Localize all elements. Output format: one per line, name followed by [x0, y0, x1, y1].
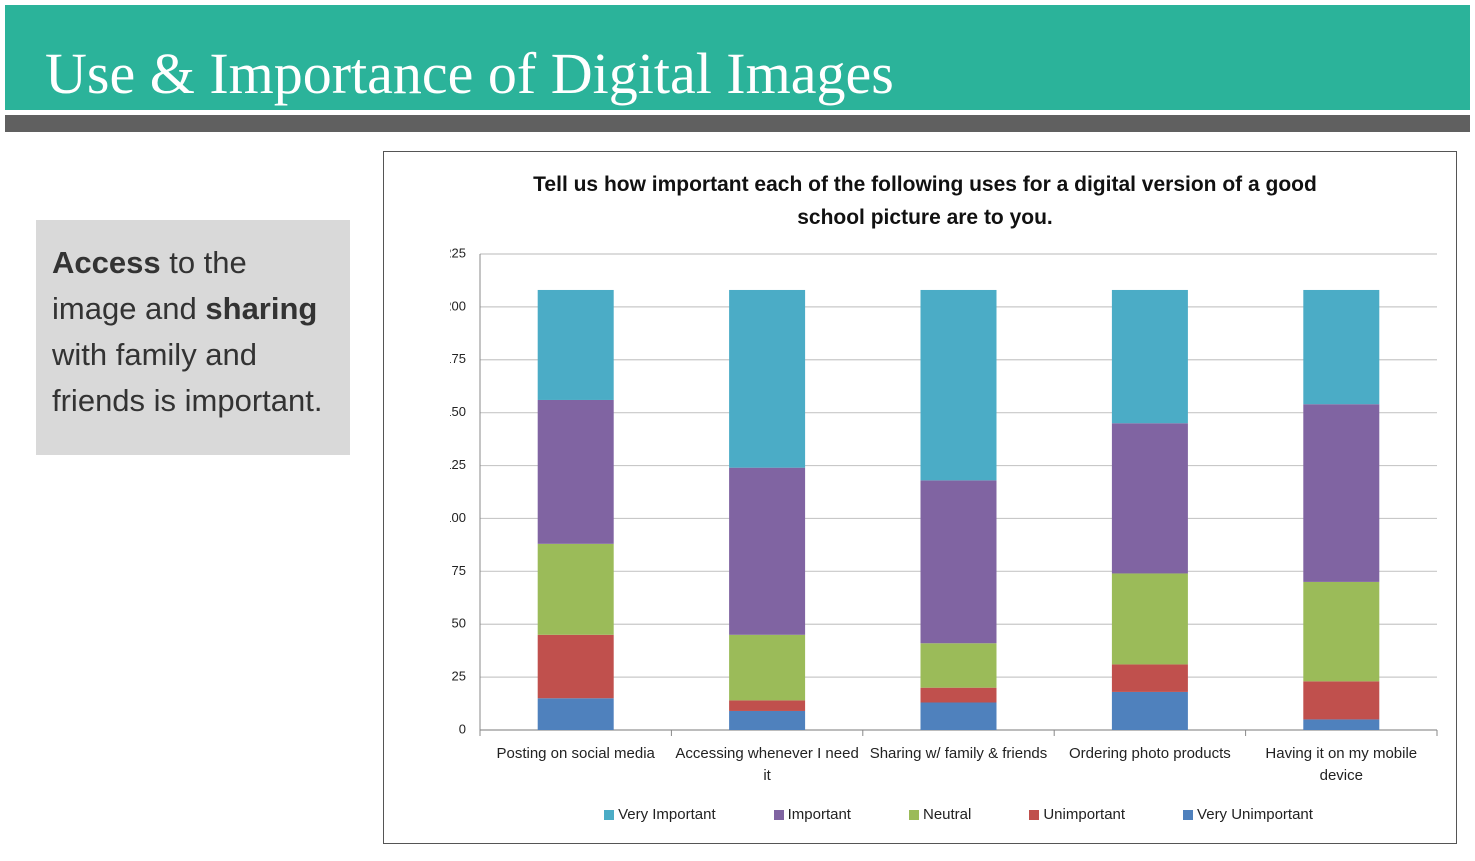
- y-tick-label: 150: [444, 404, 466, 419]
- bar-segment: [1111, 289, 1188, 424]
- bar-segment: [1111, 573, 1188, 665]
- callout-text: to the image and: [52, 245, 247, 326]
- x-tick-label: Sharing w/ family & friends: [869, 745, 1048, 762]
- legend-swatch: [1183, 809, 1194, 820]
- legend-swatch: [773, 809, 784, 820]
- legend-swatch: [1029, 809, 1040, 820]
- x-tick-label: Ordering photo products: [1069, 745, 1231, 762]
- bar-segment: [1303, 289, 1380, 405]
- callout-text: Access: [52, 245, 161, 280]
- bar-segment: [537, 543, 614, 635]
- y-tick-label: 125: [444, 457, 466, 472]
- legend-label: Very Important: [618, 806, 716, 823]
- legend-swatch: [908, 809, 919, 820]
- x-tick-label: Having it on my mobile device: [1265, 745, 1418, 784]
- y-tick-label: 175: [444, 351, 466, 366]
- divider: [5, 115, 1470, 132]
- bar-segment: [537, 698, 614, 730]
- bar-segment: [920, 480, 997, 644]
- y-tick-label: 0: [459, 721, 466, 736]
- bar-segment: [1111, 664, 1188, 692]
- bar-segment: [1303, 581, 1380, 682]
- header-bar: Use & Importance of Digital Images: [5, 5, 1470, 110]
- bar-segment: [729, 700, 806, 711]
- bar-segment: [537, 634, 614, 699]
- callout-text: sharing: [205, 291, 318, 326]
- y-tick-label: 75: [452, 563, 466, 578]
- legend-swatch: [604, 809, 615, 820]
- callout: Access to the image and sharing with fam…: [36, 220, 350, 455]
- chart-title: Tell us how important each of the follow…: [533, 173, 1317, 229]
- bar-segment: [920, 687, 997, 703]
- legend-item: Very Important: [604, 806, 716, 823]
- legend-label: Important: [787, 806, 851, 823]
- y-tick-label: 225: [444, 245, 466, 260]
- y-tick-label: 25: [452, 669, 466, 684]
- bar-segment: [920, 289, 997, 481]
- x-tick-label: Accessing whenever I need it: [675, 745, 859, 784]
- bar-segment: [1303, 681, 1380, 720]
- chart-frame: [383, 151, 1457, 844]
- bar-segment: [729, 710, 806, 730]
- bar-segment: [729, 289, 806, 468]
- bar-segment: [1303, 719, 1380, 730]
- legend-item: Unimportant: [1029, 806, 1125, 823]
- bar-segment: [729, 467, 806, 635]
- bar-segment: [920, 702, 997, 730]
- bar-segment: [1303, 404, 1380, 582]
- x-tick-label: Posting on social media: [496, 745, 655, 762]
- y-tick-label: 100: [444, 510, 466, 525]
- slide-title: Use & Importance of Digital Images: [45, 41, 894, 106]
- legend-label: Unimportant: [1043, 806, 1126, 823]
- legend: Very Important Important Neutral Unimportan…: [480, 806, 1437, 823]
- y-tick-label: 50: [452, 616, 466, 631]
- bar-segment: [537, 289, 614, 400]
- bar-segment: [537, 399, 614, 544]
- legend-item: Very Unimportant: [1183, 806, 1313, 823]
- legend-label: Very Unimportant: [1197, 806, 1313, 823]
- y-tick-label: 200: [444, 298, 466, 313]
- bar-segment: [920, 643, 997, 688]
- bar-segment: [1111, 423, 1188, 574]
- callout-text: with family and friends is important.: [52, 337, 323, 418]
- bar-segment: [1111, 691, 1188, 730]
- legend-item: Neutral: [908, 806, 972, 823]
- legend-item: Important: [773, 806, 851, 823]
- bar-segment: [729, 634, 806, 701]
- legend-label: Neutral: [922, 806, 972, 823]
